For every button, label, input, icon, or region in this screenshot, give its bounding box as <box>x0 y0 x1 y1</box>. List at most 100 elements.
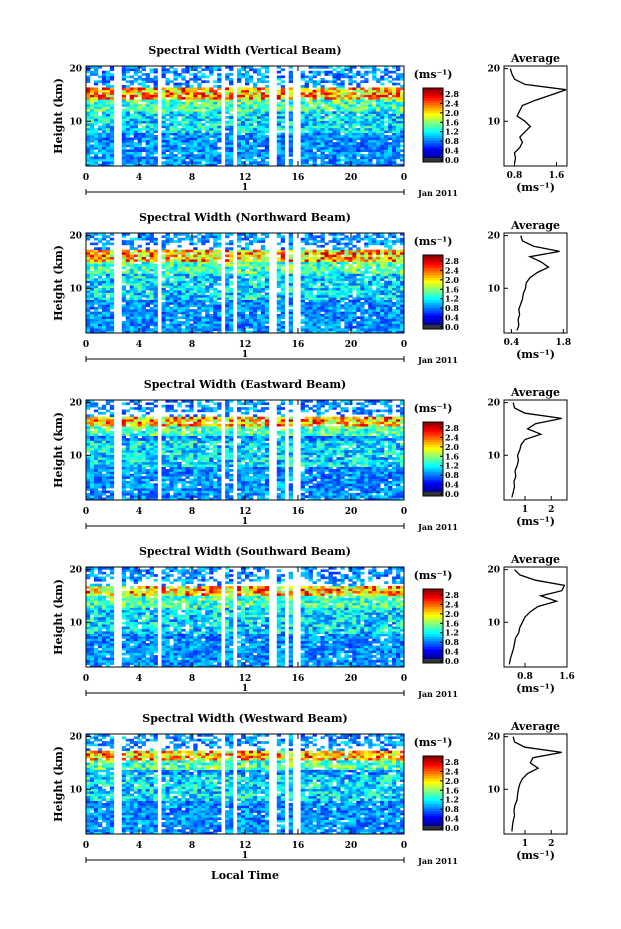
heatmap-cell <box>141 135 146 138</box>
heatmap-cell <box>229 256 234 260</box>
heatmap-cell <box>97 280 103 284</box>
heatmap-cell <box>165 297 170 300</box>
heatmap-cell <box>237 321 242 324</box>
heatmap-cell <box>129 156 134 160</box>
heatmap-cell <box>209 125 214 129</box>
heatmap-cell <box>237 294 242 298</box>
heatmap-cell <box>165 87 170 91</box>
heatmap-cell <box>217 94 222 98</box>
heatmap-cell <box>137 285 142 289</box>
heatmap-cell <box>372 73 377 76</box>
heatmap-cell <box>308 261 313 265</box>
heatmap-cell <box>93 302 99 305</box>
heatmap-cell <box>328 297 333 300</box>
heatmap-cell <box>237 244 242 248</box>
heatmap-cell <box>177 259 182 262</box>
heatmap-cell <box>336 158 341 162</box>
heatmap-cell <box>93 309 99 312</box>
heatmap-cell <box>304 285 309 289</box>
heatmap-cell <box>364 158 369 162</box>
heatmap-cell <box>121 108 127 112</box>
heatmap-cell <box>201 290 206 293</box>
heatmap-cell <box>280 263 286 267</box>
heatmap-cell <box>364 89 369 93</box>
heatmap-cell <box>189 249 194 253</box>
heatmap-cell <box>332 101 337 105</box>
heatmap-cell <box>252 268 258 272</box>
heatmap-cell <box>217 161 222 164</box>
heatmap-cell <box>280 142 286 145</box>
heatmap-cell <box>197 290 202 293</box>
heatmap-cell <box>193 297 198 300</box>
heatmap-cell <box>344 104 349 107</box>
heatmap-cell <box>340 311 345 315</box>
heatmap-cell <box>336 161 341 164</box>
heatmap-cell <box>129 266 134 270</box>
heatmap-cell <box>185 268 190 272</box>
heatmap-cell <box>344 325 349 329</box>
heatmap-cell <box>225 306 230 310</box>
heatmap-cell <box>380 285 385 289</box>
heatmap-cell <box>316 302 321 305</box>
heatmap-cell <box>193 75 198 79</box>
heatmap-cell <box>372 256 377 260</box>
heatmap-cell <box>141 77 146 81</box>
heatmap-cell <box>149 113 154 117</box>
heatmap-cell <box>312 254 317 258</box>
heatmap-cell <box>360 259 365 262</box>
average-frame <box>503 65 568 167</box>
heatmap-cell <box>352 87 357 91</box>
heatmap-cell <box>392 108 397 112</box>
heatmap-cell <box>209 302 214 305</box>
heatmap-cell <box>276 328 282 331</box>
heatmap-cell <box>348 146 353 150</box>
heatmap-cell <box>161 135 166 138</box>
heatmap-cell <box>328 144 333 148</box>
heatmap-cell <box>149 285 154 289</box>
heatmap-cell <box>209 92 214 95</box>
heatmap-cell <box>205 80 210 83</box>
heatmap-cell <box>237 120 242 124</box>
heatmap-cell <box>264 139 270 143</box>
heatmap-cell <box>145 116 150 119</box>
heatmap-cell <box>185 101 190 105</box>
heatmap-cell <box>324 294 329 298</box>
heatmap-cell <box>260 66 266 69</box>
heatmap-cell <box>105 132 111 136</box>
heatmap-cell <box>336 113 341 117</box>
heatmap-cell <box>260 125 266 129</box>
heatmap-cell <box>252 237 258 241</box>
heatmap-cell <box>169 237 174 241</box>
heatmap-cell <box>336 163 341 167</box>
heatmap-cell <box>209 111 214 114</box>
heatmap-cell <box>173 254 178 258</box>
heatmap-cell <box>308 101 313 105</box>
heatmap-cell <box>189 328 194 331</box>
heatmap-cell <box>340 316 345 320</box>
heatmap-cell <box>161 254 166 258</box>
heatmap-cell <box>101 125 107 129</box>
heatmap-cell <box>165 149 170 153</box>
heatmap-cell <box>197 99 202 103</box>
heatmap-cell <box>181 68 186 72</box>
heatmap-cell <box>153 240 158 243</box>
heatmap-cell <box>153 306 158 310</box>
heatmap-cell <box>125 306 131 310</box>
heatmap-cell <box>340 299 345 303</box>
heatmap-cell <box>105 285 111 289</box>
heatmap-cell <box>252 92 258 95</box>
heatmap-cell <box>312 302 317 305</box>
heatmap-cell <box>86 261 91 265</box>
heatmap-cell <box>145 287 150 291</box>
heatmap-cell <box>189 106 194 110</box>
heatmap-cell <box>109 311 115 315</box>
heatmap-cell <box>109 146 115 150</box>
heatmap-cell <box>340 297 345 300</box>
heatmap-cell <box>201 285 206 289</box>
heatmap-cell <box>209 120 214 124</box>
heatmap-cell <box>312 118 317 122</box>
heatmap-cell <box>201 137 206 141</box>
heatmap-cell <box>86 328 91 331</box>
heatmap-cell <box>209 99 214 103</box>
heatmap-cell <box>344 304 349 308</box>
